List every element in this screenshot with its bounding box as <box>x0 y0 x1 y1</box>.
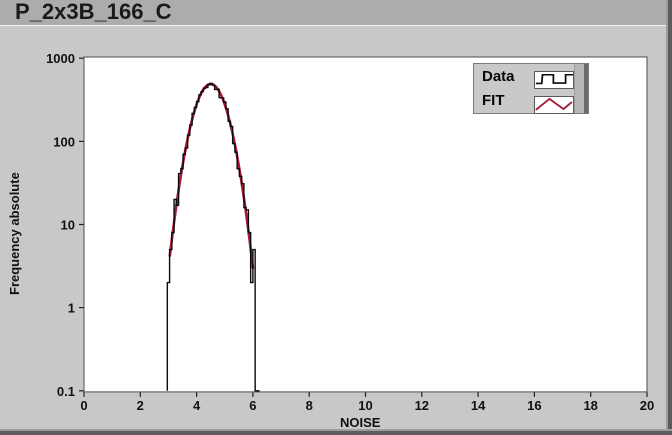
svg-text:8: 8 <box>306 398 313 413</box>
svg-text:1: 1 <box>68 301 75 316</box>
svg-text:2: 2 <box>137 398 144 413</box>
svg-text:6: 6 <box>249 398 256 413</box>
svg-text:0.1: 0.1 <box>57 384 75 399</box>
svg-text:10: 10 <box>358 398 372 413</box>
svg-text:18: 18 <box>583 398 597 413</box>
svg-text:20: 20 <box>640 398 654 413</box>
svg-text:0: 0 <box>80 398 87 413</box>
svg-text:14: 14 <box>471 398 486 413</box>
svg-text:100: 100 <box>53 134 75 149</box>
svg-text:10: 10 <box>61 218 75 233</box>
svg-text:12: 12 <box>415 398 429 413</box>
svg-text:16: 16 <box>527 398 541 413</box>
svg-text:4: 4 <box>193 398 201 413</box>
svg-text:1000: 1000 <box>46 51 75 66</box>
